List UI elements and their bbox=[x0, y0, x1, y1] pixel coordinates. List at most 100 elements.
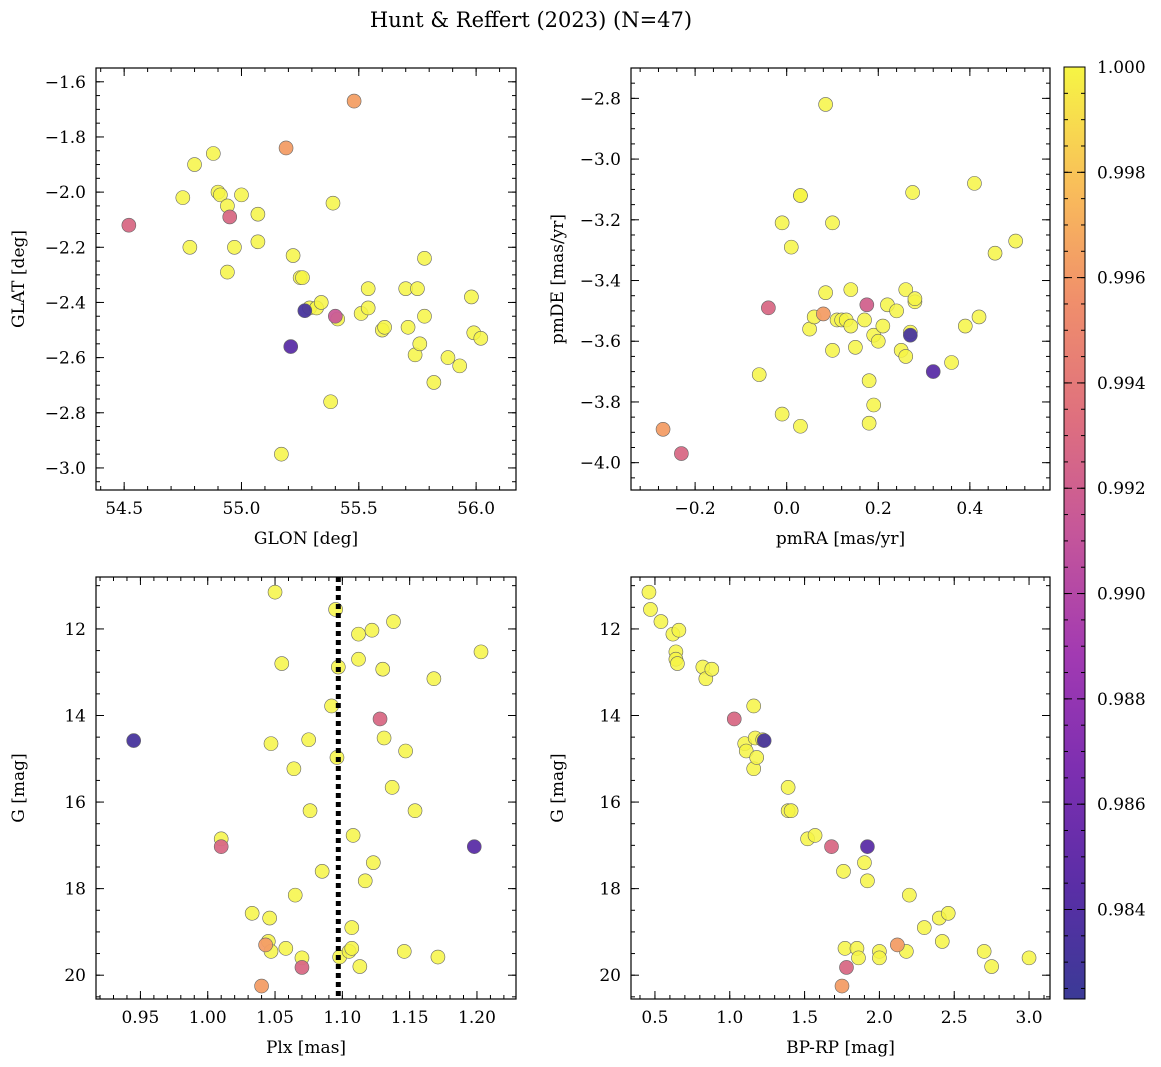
data-point bbox=[861, 415, 877, 431]
y-tick-label: 12 bbox=[599, 620, 621, 640]
data-point bbox=[816, 306, 831, 322]
data-point bbox=[843, 282, 859, 297]
data-point bbox=[902, 887, 917, 903]
data-point bbox=[875, 318, 891, 334]
data-point bbox=[417, 308, 432, 324]
data-point bbox=[738, 743, 754, 759]
y-tick-label: −3.6 bbox=[580, 332, 621, 352]
data-point bbox=[407, 803, 423, 819]
data-point bbox=[870, 333, 886, 349]
x-tick-label: 1.00 bbox=[189, 1008, 227, 1028]
x-tick-label: 55.5 bbox=[340, 499, 378, 519]
x-axis-label-glon-glat: GLON [deg] bbox=[254, 529, 358, 549]
colorbar-tick-label: 0.990 bbox=[1097, 585, 1146, 605]
y-tick-label: 16 bbox=[64, 793, 86, 813]
data-point bbox=[262, 910, 277, 926]
axes-frame bbox=[95, 67, 517, 491]
axes-frame bbox=[630, 67, 1051, 491]
x-tick-label: 3.0 bbox=[1016, 1008, 1043, 1028]
x-tick-label: 1.5 bbox=[791, 1008, 818, 1028]
data-point bbox=[220, 264, 235, 280]
data-point bbox=[944, 355, 959, 370]
data-point bbox=[250, 234, 266, 250]
data-point bbox=[898, 349, 914, 364]
data-point bbox=[384, 780, 400, 795]
data-point bbox=[412, 336, 428, 352]
y-tick-label: −2.6 bbox=[45, 349, 86, 369]
y-tick-label: −2.8 bbox=[45, 404, 86, 424]
data-point bbox=[905, 185, 920, 200]
data-point bbox=[466, 839, 482, 854]
data-point bbox=[925, 364, 941, 379]
x-tick-label: 0.5 bbox=[641, 1008, 668, 1028]
data-point bbox=[670, 656, 685, 671]
data-point bbox=[1008, 233, 1023, 249]
colorbar-gradient bbox=[1063, 66, 1086, 1000]
data-point bbox=[187, 157, 202, 172]
y-tick-label: 14 bbox=[599, 707, 621, 727]
data-point bbox=[848, 340, 863, 355]
data-point bbox=[360, 281, 376, 296]
data-point bbox=[971, 309, 987, 325]
data-point bbox=[313, 295, 329, 310]
data-point bbox=[426, 375, 442, 390]
data-point bbox=[377, 319, 392, 335]
data-point bbox=[473, 331, 489, 346]
y-tick-label: −2.4 bbox=[45, 293, 86, 313]
data-point bbox=[1021, 950, 1037, 966]
data-point bbox=[783, 239, 799, 255]
panel-pmra-pmde: −0.2 0.0 0.2 0.4 −4.0 −3.8 −3.6 −3.4 −3.2 −3.0 −2.… bbox=[548, 67, 1051, 549]
data-point bbox=[473, 644, 489, 660]
data-point bbox=[364, 622, 380, 638]
y-tick-label: 18 bbox=[599, 880, 621, 900]
x-tick-label: 1.15 bbox=[391, 1008, 429, 1028]
x-tick-label: 2.5 bbox=[941, 1008, 968, 1028]
colorbar-tick-label: 0.992 bbox=[1097, 479, 1146, 499]
colorbar-tick-label: 0.986 bbox=[1097, 795, 1146, 815]
data-point bbox=[410, 281, 425, 296]
x-tick-label: 0.2 bbox=[865, 499, 892, 519]
data-point bbox=[352, 959, 368, 974]
data-point bbox=[751, 367, 767, 382]
data-point bbox=[285, 248, 301, 263]
data-point bbox=[746, 698, 762, 714]
data-point bbox=[774, 215, 790, 231]
data-point bbox=[182, 239, 198, 255]
data-point bbox=[254, 978, 269, 994]
data-point bbox=[250, 206, 266, 222]
x-tick-label: 1.20 bbox=[458, 1008, 496, 1028]
data-point bbox=[859, 297, 875, 313]
data-point bbox=[345, 828, 361, 843]
x-tick-label: −0.2 bbox=[674, 499, 715, 519]
data-point bbox=[987, 245, 1003, 261]
data-point bbox=[761, 300, 776, 316]
data-point bbox=[287, 887, 303, 903]
data-point bbox=[861, 373, 877, 389]
data-point bbox=[872, 950, 887, 966]
data-point bbox=[301, 732, 316, 748]
panel-bprp-g: 0.5 1.0 1.5 2.0 2.5 3.0 12 14 16 18 20 BP-RP [mag] G… bbox=[548, 576, 1051, 1058]
data-point bbox=[898, 282, 914, 297]
data-point bbox=[653, 614, 669, 629]
data-point bbox=[344, 941, 360, 956]
data-point bbox=[398, 743, 413, 759]
figure-title: Hunt & Reffert (2023) (N=47) bbox=[370, 8, 692, 32]
axes-frame bbox=[95, 576, 517, 1000]
data-point bbox=[263, 736, 279, 751]
x-tick-label: 0.0 bbox=[773, 499, 800, 519]
data-point bbox=[984, 959, 999, 974]
data-point bbox=[967, 176, 982, 191]
y-tick-label: 20 bbox=[599, 966, 621, 986]
data-point bbox=[976, 944, 992, 959]
y-axis-label-glon-glat: GLAT [deg] bbox=[9, 230, 29, 328]
y-axis-label-plx-g: G [mag] bbox=[9, 753, 29, 822]
data-point bbox=[175, 190, 191, 205]
data-point bbox=[756, 733, 772, 748]
data-point bbox=[440, 350, 456, 365]
x-tick-label: 0.95 bbox=[121, 1008, 159, 1028]
y-tick-label: −1.8 bbox=[45, 128, 86, 148]
data-point bbox=[267, 584, 283, 600]
data-point bbox=[213, 839, 229, 854]
data-point bbox=[825, 343, 840, 358]
